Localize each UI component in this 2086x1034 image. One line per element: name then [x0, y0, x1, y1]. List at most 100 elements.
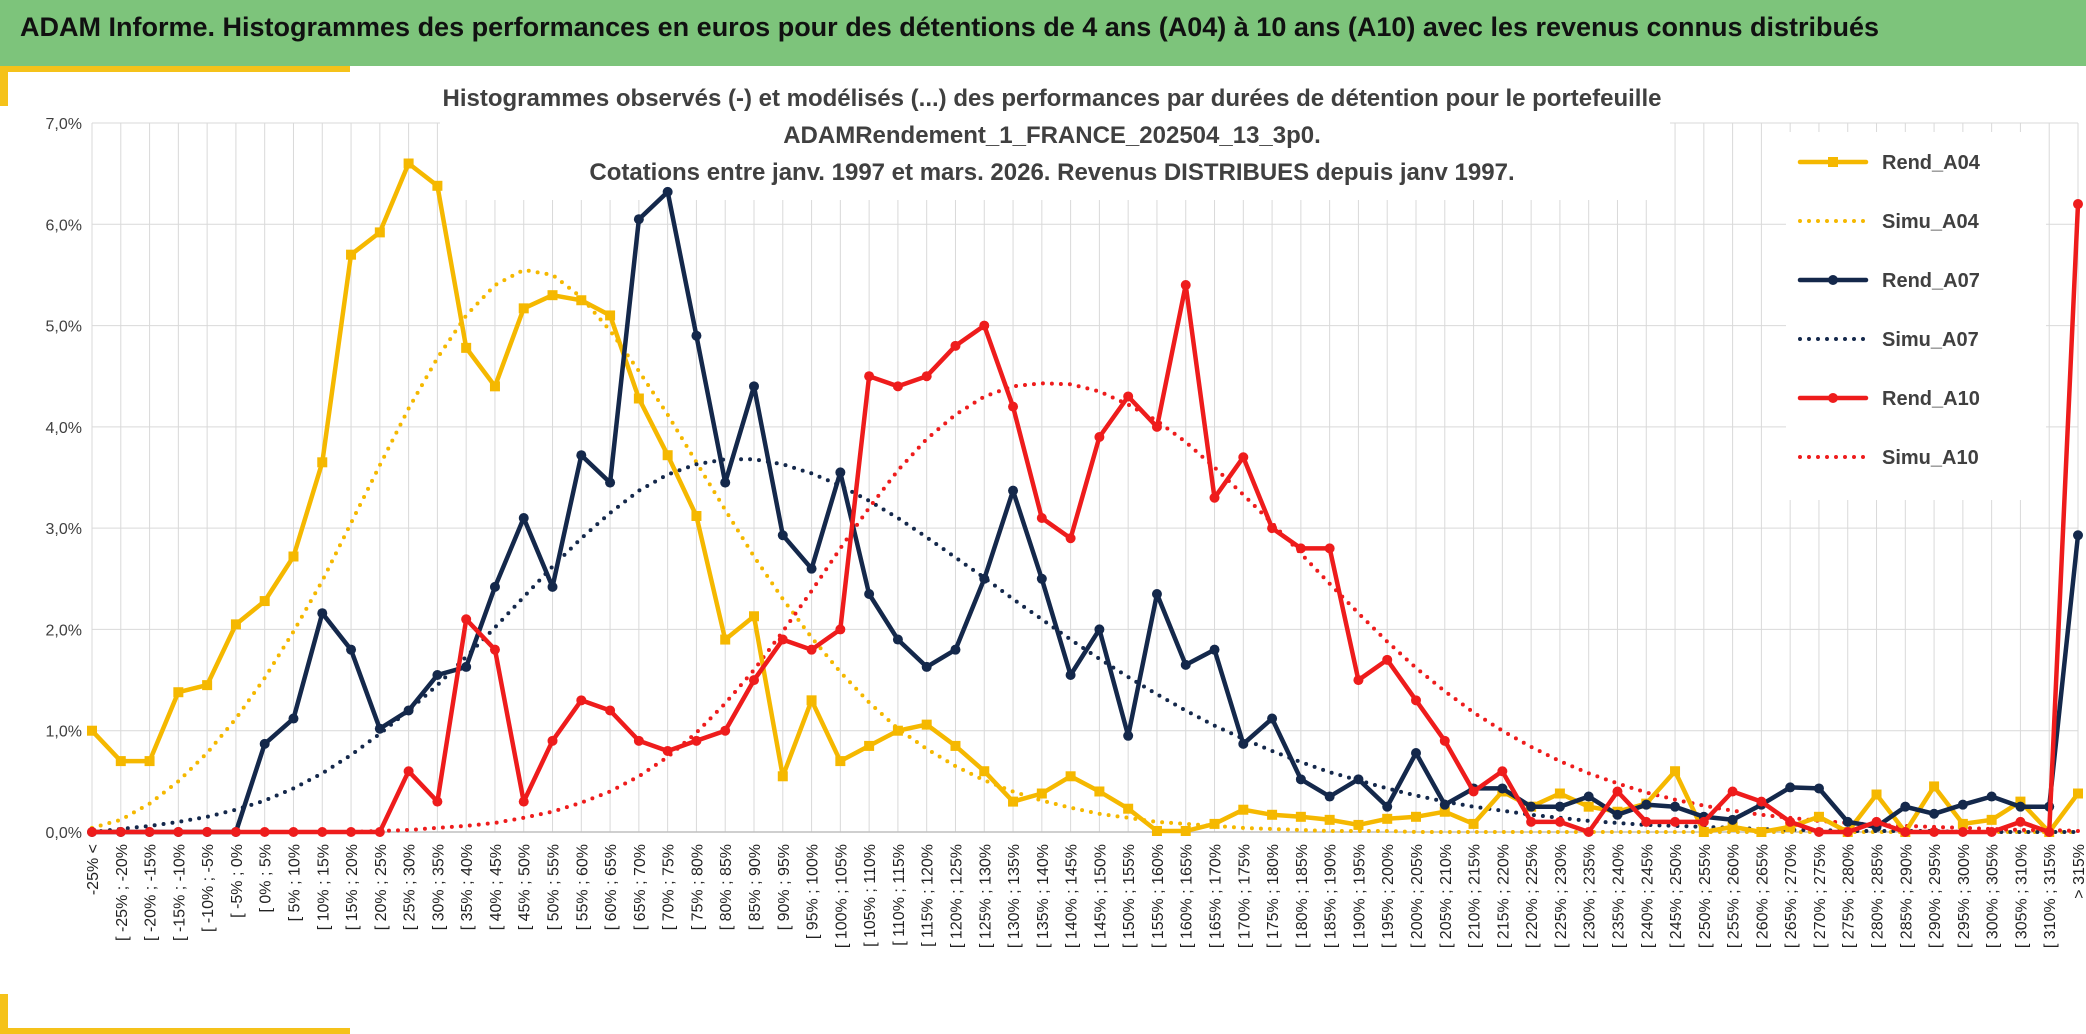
x-tick-label: [ 10% ; 15% [315, 844, 332, 930]
x-tick-label: [ 215% ; 220% [1495, 844, 1512, 948]
data-point-rend-a10 [518, 796, 529, 807]
data-point-rend-a04 [1267, 809, 1278, 820]
legend-marker [1828, 393, 1838, 403]
data-point-rend-a10 [835, 624, 846, 635]
data-point-rend-a10 [864, 371, 875, 382]
data-point-rend-a07 [1267, 713, 1278, 724]
data-point-rend-a07 [1238, 738, 1249, 749]
data-point-rend-a04 [633, 393, 644, 404]
legend-label: Simu_A07 [1882, 329, 1979, 351]
data-point-rend-a10 [1295, 543, 1306, 554]
data-point-rend-a04 [288, 551, 299, 562]
data-point-rend-a10 [1209, 492, 1220, 503]
data-point-rend-a07 [691, 330, 702, 341]
data-point-rend-a07 [979, 573, 990, 584]
histogram-chart: 0,0% 1,0% 2,0% 3,0% 4,0% 5,0% 6,0% 7,0% -25% < [ … [46, 66, 2086, 948]
data-point-rend-a10 [115, 827, 126, 837]
x-tick-label: [ 80% ; 85% [718, 844, 735, 930]
x-tick-label: [ 110% ; 115% [891, 844, 908, 946]
data-point-rend-a07 [1670, 801, 1681, 812]
data-point-rend-a04 [115, 756, 126, 767]
x-tick-label: [ 45% ; 50% [517, 844, 534, 930]
data-point-rend-a07 [777, 530, 788, 541]
x-tick-label: -25% < [85, 844, 102, 895]
data-point-rend-a04 [230, 619, 241, 630]
y-tick-label: 3,0% [46, 521, 82, 538]
data-point-rend-a07 [1612, 809, 1623, 820]
series-line-rend-a07 [89, 189, 2081, 835]
data-point-rend-a07 [317, 608, 328, 619]
data-point-rend-a07 [1094, 624, 1105, 635]
x-tick-label: [ 85% ; 90% [747, 844, 764, 930]
data-point-rend-a10 [489, 644, 500, 655]
data-point-rend-a04 [1094, 786, 1105, 797]
data-point-rend-a04 [1065, 771, 1076, 782]
data-point-rend-a10 [87, 827, 97, 837]
x-tick-label: [ 35% ; 40% [459, 844, 476, 930]
x-tick-label: [ 245% ; 250% [1668, 844, 1685, 948]
accent-bar-bottom [0, 1028, 350, 1034]
data-point-rend-a04 [1986, 814, 1997, 825]
data-point-rend-a10 [259, 827, 270, 837]
x-tick-label: [ 310% ; 315% [2042, 844, 2059, 948]
data-point-rend-a04 [806, 695, 817, 706]
data-point-rend-a07 [720, 477, 731, 488]
x-tick-label: [ 305% ; 310% [2013, 844, 2030, 948]
data-point-rend-a07 [1324, 791, 1335, 802]
data-point-rend-a04 [461, 342, 472, 353]
data-point-rend-a07 [1813, 783, 1824, 794]
data-point-rend-a04 [1123, 803, 1134, 814]
data-point-rend-a04 [662, 450, 673, 461]
data-point-rend-a07 [518, 513, 529, 524]
x-tick-label: [ 295% ; 300% [1956, 844, 1973, 948]
data-point-rend-a07 [1986, 791, 1997, 802]
data-point-rend-a10 [2044, 827, 2055, 837]
data-point-rend-a10 [921, 371, 932, 382]
data-point-rend-a04 [547, 290, 558, 301]
data-point-rend-a07 [1295, 774, 1306, 785]
x-tick-label: [ 290% ; 295% [1927, 844, 1944, 948]
data-point-rend-a07 [950, 644, 961, 655]
x-tick-label: [ 170% ; 175% [1236, 844, 1253, 948]
x-tick-label: [ 50% ; 55% [546, 844, 563, 930]
x-tick-label: [ 255% ; 260% [1726, 844, 1743, 948]
data-point-rend-a10 [1986, 827, 1997, 837]
data-point-rend-a10 [1353, 675, 1364, 686]
y-tick-label: 7,0% [46, 116, 82, 133]
data-point-rend-a10 [1267, 523, 1278, 534]
x-tick-label: [ 300% ; 305% [1985, 844, 2002, 948]
data-point-rend-a04 [1439, 806, 1450, 817]
data-point-rend-a07 [1929, 808, 1940, 819]
data-point-rend-a10 [461, 614, 472, 625]
x-tick-label: [ 225% ; 230% [1553, 844, 1570, 948]
data-point-rend-a04 [317, 457, 328, 468]
x-tick-label: [ 70% ; 75% [661, 844, 678, 930]
data-point-rend-a04 [835, 756, 846, 767]
data-point-rend-a10 [374, 827, 385, 837]
data-point-rend-a10 [720, 725, 731, 736]
data-point-rend-a10 [1900, 827, 1911, 837]
data-point-rend-a07 [1411, 747, 1421, 758]
x-tick-label: [ 150% ; 155% [1121, 844, 1138, 948]
x-tick-label: [ 275% ; 280% [1841, 844, 1858, 948]
data-point-rend-a10 [346, 827, 357, 837]
data-point-rend-a10 [1382, 654, 1393, 665]
data-point-rend-a04 [921, 719, 932, 730]
data-point-rend-a10 [202, 827, 213, 837]
x-tick-label: [ 95% ; 100% [805, 844, 822, 939]
legend-box [1786, 132, 2046, 500]
x-tick-label: [ 260% ; 265% [1754, 844, 1771, 948]
data-point-rend-a04 [1008, 796, 1019, 807]
data-point-rend-a07 [921, 661, 932, 672]
data-point-rend-a04 [403, 158, 414, 169]
x-tick-label: [ 160% ; 165% [1179, 844, 1196, 948]
data-point-rend-a07 [1554, 801, 1565, 812]
x-tick-label: [ 210% ; 215% [1467, 844, 1484, 948]
data-point-rend-a10 [777, 634, 788, 645]
data-point-rend-a07 [892, 634, 903, 645]
data-point-rend-a04 [864, 740, 875, 751]
data-point-rend-a07 [1065, 670, 1076, 681]
data-point-rend-a04 [979, 766, 990, 777]
data-point-rend-a07 [576, 450, 587, 461]
data-point-rend-a07 [1497, 783, 1508, 794]
